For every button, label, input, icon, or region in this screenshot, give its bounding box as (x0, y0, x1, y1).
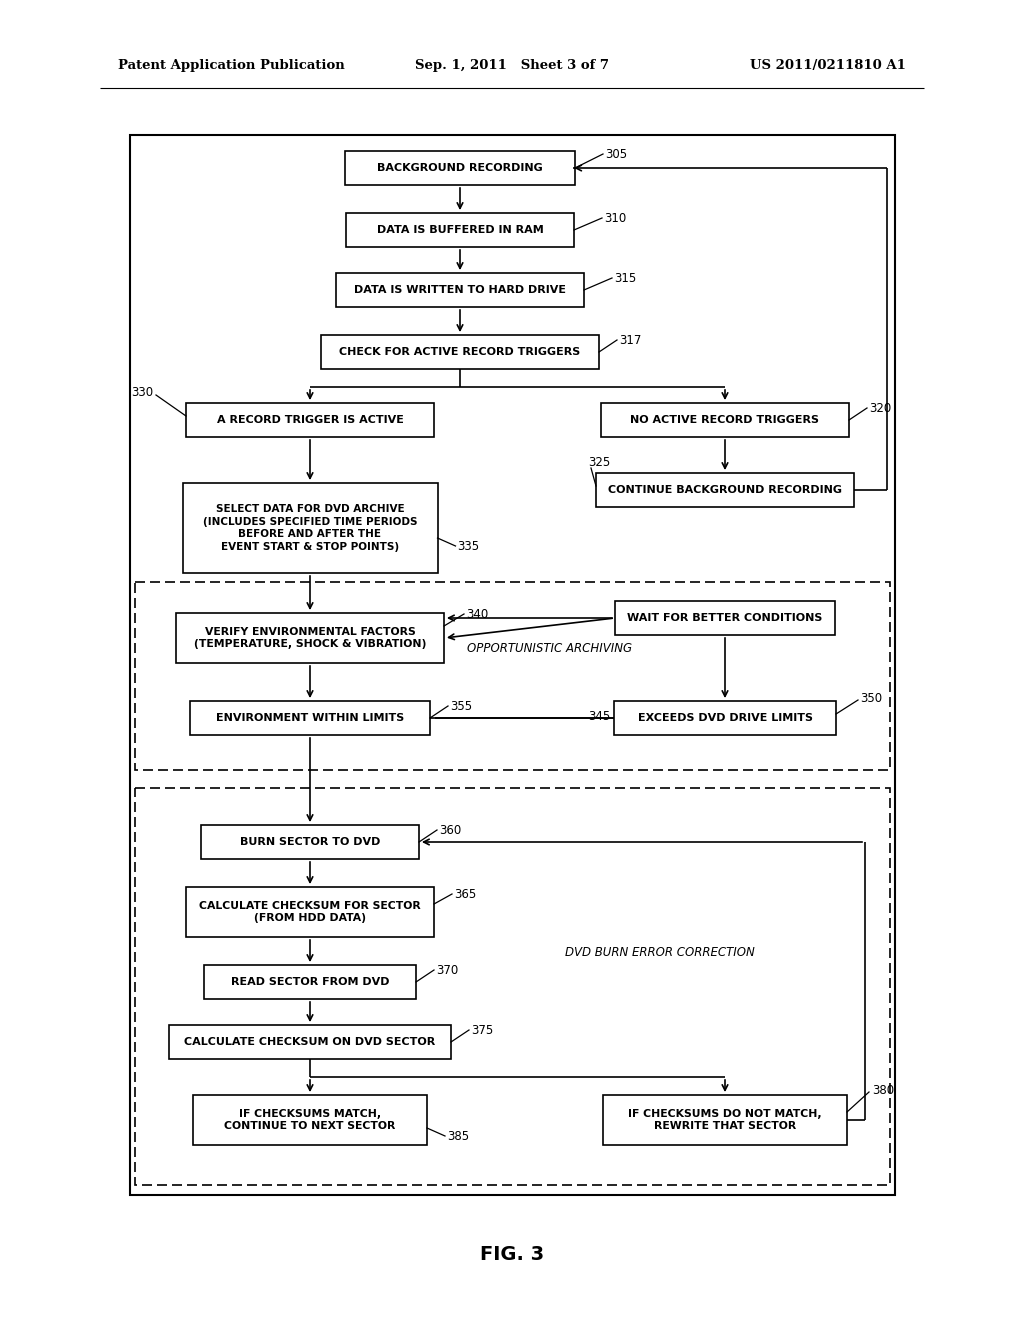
Text: IF CHECKSUMS MATCH,
CONTINUE TO NEXT SECTOR: IF CHECKSUMS MATCH, CONTINUE TO NEXT SEC… (224, 1109, 395, 1131)
Text: 315: 315 (614, 272, 636, 285)
Text: BURN SECTOR TO DVD: BURN SECTOR TO DVD (240, 837, 380, 847)
Bar (169, 1026, 451, 1059)
Text: IF CHECKSUMS DO NOT MATCH,
REWRITE THAT SECTOR: IF CHECKSUMS DO NOT MATCH, REWRITE THAT … (628, 1109, 822, 1131)
Bar (346, 213, 574, 247)
Bar (186, 887, 434, 937)
Text: 365: 365 (454, 887, 476, 900)
Bar (336, 273, 584, 308)
Bar (135, 582, 890, 770)
Text: VERIFY ENVIRONMENTAL FACTORS
(TEMPERATURE, SHOCK & VIBRATION): VERIFY ENVIRONMENTAL FACTORS (TEMPERATUR… (194, 627, 426, 649)
Text: 340: 340 (466, 607, 488, 620)
Bar (135, 788, 890, 1185)
Text: NO ACTIVE RECORD TRIGGERS: NO ACTIVE RECORD TRIGGERS (631, 414, 819, 425)
Text: OPPORTUNISTIC ARCHIVING: OPPORTUNISTIC ARCHIVING (467, 642, 633, 655)
Bar (193, 1096, 427, 1144)
Text: 335: 335 (458, 540, 479, 553)
Text: 360: 360 (439, 824, 461, 837)
Text: 355: 355 (450, 700, 472, 713)
Text: 310: 310 (604, 211, 627, 224)
Bar (345, 150, 575, 185)
Text: CALCULATE CHECKSUM ON DVD SECTOR: CALCULATE CHECKSUM ON DVD SECTOR (184, 1038, 435, 1047)
Text: READ SECTOR FROM DVD: READ SECTOR FROM DVD (230, 977, 389, 987)
Text: 380: 380 (872, 1084, 894, 1097)
Bar (190, 701, 430, 735)
Text: 305: 305 (605, 148, 627, 161)
Text: BACKGROUND RECORDING: BACKGROUND RECORDING (377, 162, 543, 173)
Text: 370: 370 (436, 964, 459, 977)
Text: WAIT FOR BETTER CONDITIONS: WAIT FOR BETTER CONDITIONS (628, 612, 822, 623)
Text: CONTINUE BACKGROUND RECORDING: CONTINUE BACKGROUND RECORDING (608, 484, 842, 495)
Bar (130, 135, 895, 1195)
Bar (201, 825, 419, 859)
Text: EXCEEDS DVD DRIVE LIMITS: EXCEEDS DVD DRIVE LIMITS (638, 713, 812, 723)
Text: 317: 317 (618, 334, 641, 346)
Text: DVD BURN ERROR CORRECTION: DVD BURN ERROR CORRECTION (565, 945, 755, 958)
Bar (603, 1096, 847, 1144)
Bar (176, 612, 444, 663)
Text: FIG. 3: FIG. 3 (480, 1246, 544, 1265)
Bar (615, 601, 835, 635)
Bar (182, 483, 437, 573)
Text: DATA IS WRITTEN TO HARD DRIVE: DATA IS WRITTEN TO HARD DRIVE (354, 285, 566, 294)
Text: 320: 320 (869, 401, 891, 414)
Text: Patent Application Publication: Patent Application Publication (118, 58, 345, 71)
Text: Sep. 1, 2011   Sheet 3 of 7: Sep. 1, 2011 Sheet 3 of 7 (415, 58, 609, 71)
Bar (601, 403, 849, 437)
Bar (596, 473, 854, 507)
Text: 385: 385 (447, 1130, 469, 1143)
Text: 350: 350 (860, 692, 882, 705)
Text: 325: 325 (588, 455, 610, 469)
Text: CALCULATE CHECKSUM FOR SECTOR
(FROM HDD DATA): CALCULATE CHECKSUM FOR SECTOR (FROM HDD … (199, 900, 421, 923)
Text: 375: 375 (471, 1023, 494, 1036)
Bar (614, 701, 836, 735)
Text: SELECT DATA FOR DVD ARCHIVE
(INCLUDES SPECIFIED TIME PERIODS
BEFORE AND AFTER TH: SELECT DATA FOR DVD ARCHIVE (INCLUDES SP… (203, 504, 417, 552)
Text: 330: 330 (131, 385, 154, 399)
Bar (186, 403, 434, 437)
Text: DATA IS BUFFERED IN RAM: DATA IS BUFFERED IN RAM (377, 224, 544, 235)
Text: A RECORD TRIGGER IS ACTIVE: A RECORD TRIGGER IS ACTIVE (216, 414, 403, 425)
Text: US 2011/0211810 A1: US 2011/0211810 A1 (751, 58, 906, 71)
Bar (321, 335, 599, 370)
Text: ENVIRONMENT WITHIN LIMITS: ENVIRONMENT WITHIN LIMITS (216, 713, 404, 723)
Bar (204, 965, 416, 999)
Text: 345: 345 (588, 710, 610, 722)
Text: CHECK FOR ACTIVE RECORD TRIGGERS: CHECK FOR ACTIVE RECORD TRIGGERS (339, 347, 581, 356)
